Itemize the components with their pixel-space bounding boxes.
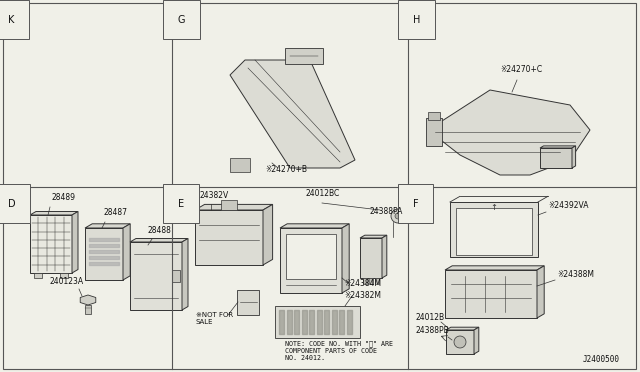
Bar [172, 270, 180, 282]
Text: 24012BC: 24012BC [305, 189, 339, 198]
Polygon shape [280, 228, 342, 293]
Bar [34, 273, 42, 278]
Polygon shape [572, 146, 575, 168]
Text: 24382V: 24382V [200, 191, 229, 200]
Text: D: D [8, 199, 16, 209]
Text: F: F [413, 199, 419, 209]
Polygon shape [85, 224, 130, 228]
Polygon shape [446, 330, 474, 354]
Polygon shape [280, 224, 349, 228]
Polygon shape [123, 224, 130, 280]
Polygon shape [360, 235, 387, 238]
Polygon shape [382, 235, 387, 278]
Polygon shape [474, 327, 479, 354]
Text: ※NOT FOR
SALE: ※NOT FOR SALE [196, 312, 233, 325]
Polygon shape [360, 238, 382, 278]
Polygon shape [182, 238, 188, 310]
Text: 28489: 28489 [52, 193, 76, 202]
Circle shape [454, 336, 466, 348]
Bar [375, 278, 379, 284]
Text: 24388PB: 24388PB [416, 326, 450, 335]
Bar [285, 48, 323, 64]
Text: NOTE: CODE NO. WITH "※" ARE
COMPONENT PARTS OF CODE
NO. 24012.: NOTE: CODE NO. WITH "※" ARE COMPONENT PA… [285, 340, 393, 360]
Polygon shape [130, 242, 182, 310]
Text: 28487: 28487 [103, 208, 127, 217]
Text: ※24384M: ※24384M [344, 279, 381, 288]
Polygon shape [446, 327, 479, 330]
Text: K: K [8, 15, 15, 25]
Circle shape [395, 213, 401, 219]
Text: 24388PA: 24388PA [370, 207, 403, 216]
Text: ※24382M: ※24382M [344, 291, 381, 300]
Polygon shape [445, 270, 537, 318]
Polygon shape [72, 212, 78, 273]
Bar [237, 290, 259, 315]
Bar [456, 208, 532, 255]
Bar [221, 200, 237, 210]
Polygon shape [195, 210, 263, 265]
Polygon shape [263, 204, 273, 265]
Polygon shape [428, 90, 590, 175]
Bar [286, 234, 336, 279]
Text: G: G [178, 15, 186, 25]
Circle shape [391, 209, 405, 223]
Polygon shape [130, 238, 188, 242]
Bar [363, 278, 367, 284]
Text: ※24388M: ※24388M [557, 270, 594, 279]
Text: 240123A: 240123A [50, 277, 84, 286]
Polygon shape [445, 266, 544, 270]
Text: 24012B: 24012B [416, 313, 445, 322]
Bar [60, 273, 68, 278]
Polygon shape [195, 204, 273, 210]
Polygon shape [540, 146, 575, 148]
Polygon shape [85, 228, 123, 280]
Bar [428, 112, 440, 120]
Text: ※24270+B: ※24270+B [265, 165, 307, 174]
Text: ↑: ↑ [490, 203, 497, 212]
Polygon shape [230, 60, 355, 168]
Polygon shape [30, 215, 72, 273]
Text: ※24270+C: ※24270+C [500, 65, 542, 74]
Text: ※24392VA: ※24392VA [548, 201, 589, 210]
Polygon shape [540, 148, 572, 168]
Text: E: E [178, 199, 184, 209]
Polygon shape [30, 212, 78, 215]
Text: H: H [413, 15, 420, 25]
Polygon shape [342, 224, 349, 293]
Bar [426, 118, 442, 146]
Bar [275, 306, 360, 338]
Text: J2400500: J2400500 [583, 355, 620, 364]
Bar [230, 158, 250, 172]
Polygon shape [537, 266, 544, 318]
Bar [85, 305, 91, 314]
Bar [450, 202, 538, 257]
Bar [369, 278, 373, 284]
Polygon shape [80, 295, 96, 305]
Text: 28488: 28488 [148, 226, 172, 235]
